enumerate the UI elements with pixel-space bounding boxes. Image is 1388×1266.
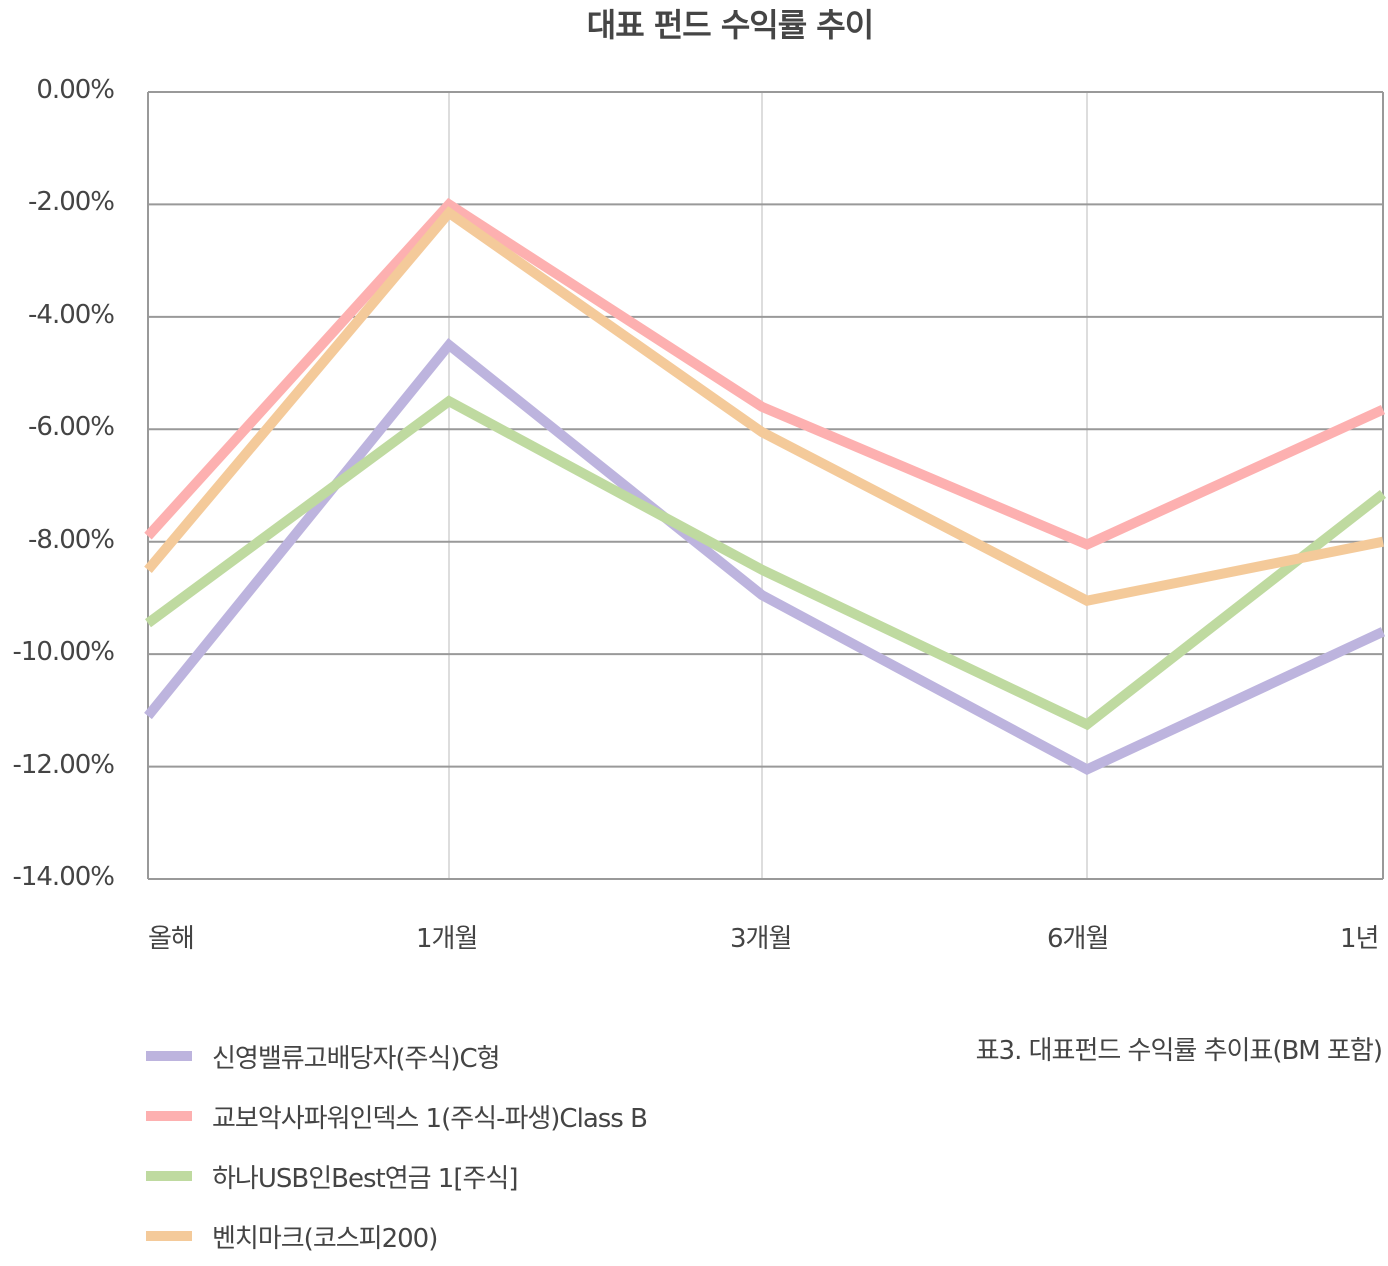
line-chart-plot bbox=[144, 91, 1387, 880]
plot-frame bbox=[147, 92, 1384, 879]
chart-legend: 신영밸류고배당자(주식)C형 교보악사파워인덱스 1(주식-파생)Class B… bbox=[146, 1026, 648, 1266]
y-tick-label: -6.00% bbox=[28, 412, 115, 443]
y-tick-label: -4.00% bbox=[28, 299, 115, 330]
legend-label: 벤치마크(코스피200) bbox=[212, 1223, 438, 1254]
x-tick-label: 6개월 bbox=[1047, 924, 1109, 954]
y-tick-label: 0.00% bbox=[36, 75, 115, 105]
legend-item: 교보악사파워인덱스 1(주식-파생)Class B bbox=[146, 1086, 648, 1146]
vertical-gridlines bbox=[448, 92, 1088, 879]
y-tick-label: -12.00% bbox=[12, 749, 115, 780]
horizontal-gridlines bbox=[148, 91, 1383, 880]
x-tick-label: 1년 bbox=[1340, 924, 1379, 954]
series-line bbox=[144, 337, 1386, 775]
x-tick-label: 올해 bbox=[148, 924, 195, 954]
chart-title: 대표 펀드 수익률 추이 bbox=[586, 6, 874, 44]
series-line bbox=[144, 197, 1386, 550]
x-tick-label: 1개월 bbox=[416, 924, 478, 954]
y-tick-label: -2.00% bbox=[28, 187, 115, 218]
legend-label: 신영밸류고배당자(주식)C형 bbox=[212, 1043, 501, 1074]
x-tick-label: 3개월 bbox=[730, 924, 792, 954]
legend-label: 교보악사파워인덱스 1(주식-파생)Class B bbox=[212, 1103, 648, 1134]
legend-swatch-pink bbox=[146, 1111, 192, 1121]
series-line bbox=[144, 206, 1384, 606]
legend-item: 신영밸류고배당자(주식)C형 bbox=[146, 1026, 647, 1086]
table-caption: 표3. 대표펀드 수익률 추이표(BM 포함) bbox=[975, 1036, 1383, 1066]
data-series-lines bbox=[144, 197, 1387, 775]
legend-swatch-purple bbox=[146, 1051, 192, 1061]
legend-swatch-orange bbox=[146, 1231, 192, 1241]
y-tick-label: -10.00% bbox=[12, 637, 115, 668]
legend-item: 벤치마크(코스피200) bbox=[146, 1206, 647, 1266]
y-tick-label: -14.00% bbox=[12, 862, 115, 892]
legend-label: 하나USB인Best연금 1[주식] bbox=[212, 1163, 518, 1194]
legend-swatch-green bbox=[146, 1171, 192, 1181]
y-tick-label: -8.00% bbox=[28, 524, 115, 555]
series-line bbox=[145, 395, 1387, 731]
legend-item: 하나USB인Best연금 1[주식] bbox=[146, 1146, 647, 1206]
